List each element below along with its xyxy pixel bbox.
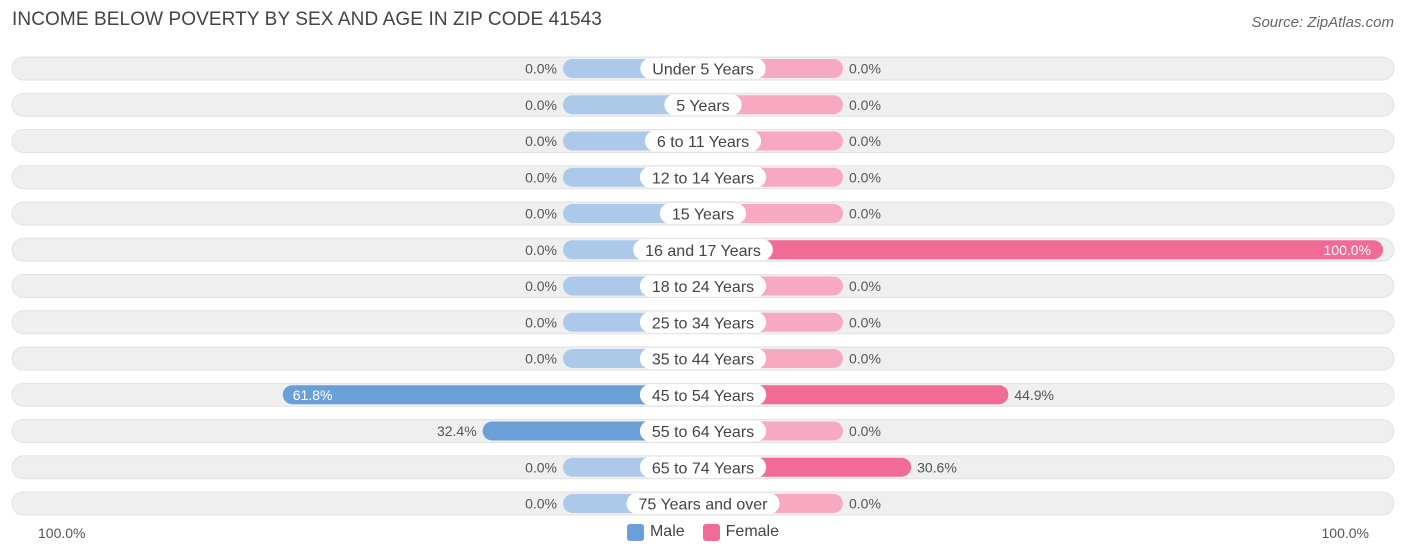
value-label-male: 0.0%: [525, 133, 557, 149]
category-pill: [659, 203, 747, 224]
chart-plot: Under 5 Years 0.0% 0.0% 5 Years 0.0% 0.0% 6 to…: [11, 56, 1395, 516]
category-label: 35 to 44 Years: [652, 352, 754, 369]
value-label-female: 0.0%: [849, 133, 881, 149]
value-label-female: 100.0%: [1324, 242, 1371, 258]
category-label: 55 to 64 Years: [652, 424, 754, 441]
value-label-male: 0.0%: [525, 459, 557, 475]
category-label: 15 Years: [672, 207, 734, 224]
value-label-male: 0.0%: [525, 278, 557, 294]
category-label: 25 to 34 Years: [652, 315, 754, 332]
source-credit: Source: ZipAtlas.com: [1251, 14, 1394, 31]
value-label-male: 0.0%: [525, 351, 557, 367]
value-label-male: 0.0%: [525, 314, 557, 330]
bar-female: [703, 240, 1383, 260]
category-label: 45 to 54 Years: [652, 388, 754, 405]
category-pill: [639, 166, 767, 188]
category-label: 12 to 14 Years: [652, 170, 754, 187]
legend-swatch-female: [702, 523, 720, 541]
category-pill: [639, 420, 767, 442]
value-label-male: 0.0%: [525, 169, 557, 185]
category-pill: [664, 94, 742, 116]
legend-item-male: Male: [626, 523, 685, 541]
value-label-male: 0.0%: [525, 97, 557, 113]
axis-right-label: 100.0%: [1321, 525, 1369, 541]
category-pill: [639, 311, 767, 333]
category-pill: [639, 384, 767, 406]
category-label: 75 Years and over: [639, 497, 769, 514]
category-label: 65 to 74 Years: [652, 460, 754, 477]
value-label-female: 0.0%: [849, 423, 881, 439]
value-label-male: 0.0%: [525, 61, 557, 77]
value-label-female: 0.0%: [849, 351, 881, 367]
legend-swatch-male: [626, 523, 644, 541]
value-label-female: 44.9%: [1014, 387, 1054, 403]
legend-label-male: Male: [649, 523, 685, 540]
category-pill: [633, 239, 773, 261]
value-label-female: 30.6%: [917, 459, 957, 475]
bar-male: [282, 385, 703, 405]
legend-item-female: Female: [702, 523, 780, 541]
value-label-female: 0.0%: [849, 314, 881, 330]
value-label-female: 0.0%: [849, 97, 881, 113]
category-label: 5 Years: [676, 98, 729, 115]
value-label-female: 0.0%: [849, 206, 881, 222]
category-label: 6 to 11 Years: [657, 134, 749, 151]
value-label-female: 0.0%: [849, 496, 881, 512]
category-pill: [639, 456, 767, 478]
axis-left-label: 100.0%: [38, 525, 86, 541]
value-label-male: 0.0%: [525, 242, 557, 258]
category-pill: [640, 58, 766, 79]
value-label-male: 0.0%: [525, 206, 557, 222]
bar-female: [703, 385, 1009, 405]
category-label: 16 and 17 Years: [645, 243, 761, 260]
chart-title: INCOME BELOW POVERTY BY SEX AND AGE IN Z…: [12, 9, 602, 30]
legend-label-female: Female: [725, 523, 780, 540]
value-label-male: 0.0%: [525, 496, 557, 512]
category-pill: [639, 348, 767, 369]
category-label: 18 to 24 Years: [652, 279, 754, 296]
legend: Male Female: [0, 523, 1406, 541]
category-pill: [639, 275, 767, 297]
category-pill: [644, 130, 762, 152]
category-label: Under 5 Years: [652, 62, 753, 79]
category-pill: [626, 493, 780, 514]
value-label-female: 0.0%: [849, 278, 881, 294]
value-label-female: 0.0%: [849, 61, 881, 77]
value-label-male: 61.8%: [293, 387, 333, 403]
value-label-male: 32.4%: [437, 423, 477, 439]
value-label-female: 0.0%: [849, 169, 881, 185]
